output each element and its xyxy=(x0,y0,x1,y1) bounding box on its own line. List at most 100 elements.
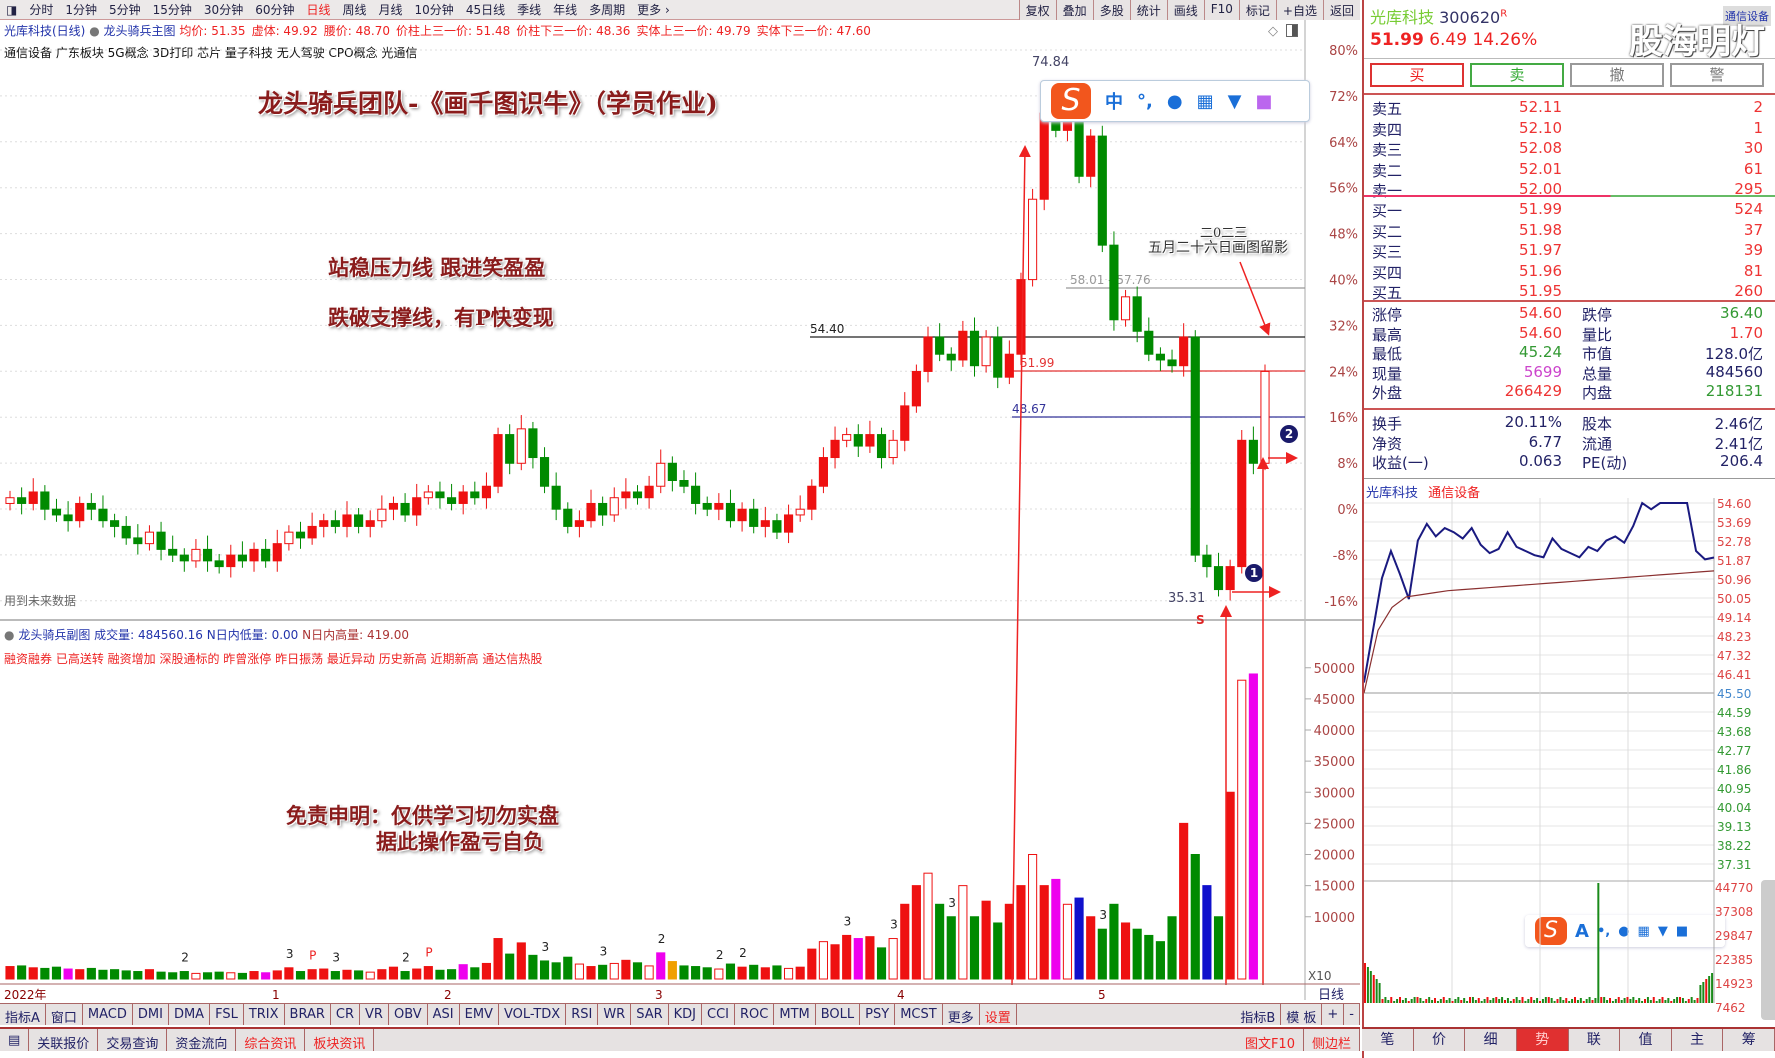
indicator-tab[interactable]: VOL-TDX xyxy=(499,1004,567,1025)
indicator-tab[interactable]: FSL xyxy=(210,1004,244,1025)
bottom-right-button[interactable]: 侧边栏 xyxy=(1304,1029,1360,1052)
indicator-tab[interactable]: RSI xyxy=(566,1004,599,1025)
tool-button-4[interactable]: 画线 xyxy=(1166,0,1204,20)
volume-bar[interactable] xyxy=(830,944,840,980)
volume-bar[interactable] xyxy=(40,967,50,980)
intraday-chart[interactable]: 54.60 53.69 52.78 51.87 50.96 50.05 49.14 48.23… xyxy=(1364,498,1775,1026)
candle[interactable] xyxy=(842,427,852,448)
volume-bar[interactable] xyxy=(656,952,666,980)
volume-bar[interactable] xyxy=(1144,934,1154,980)
candle[interactable] xyxy=(737,502,747,532)
candle[interactable] xyxy=(749,498,759,534)
volume-bar[interactable] xyxy=(1225,791,1235,980)
volume-bar[interactable] xyxy=(1120,922,1131,980)
candle[interactable] xyxy=(63,501,73,532)
volume-bar[interactable] xyxy=(1051,878,1061,980)
intraday-tab[interactable]: 价 xyxy=(1414,1029,1466,1051)
side-scrollbar[interactable] xyxy=(1761,880,1775,1020)
volume-bar[interactable] xyxy=(261,972,271,980)
volume-bar[interactable] xyxy=(900,903,910,980)
candle[interactable] xyxy=(400,493,410,522)
candle[interactable] xyxy=(795,495,805,522)
volume-bar[interactable] xyxy=(923,872,933,980)
volume-bar[interactable] xyxy=(98,969,108,980)
intraday-tab[interactable]: 细 xyxy=(1465,1029,1517,1051)
bottom-tab[interactable]: 交易查询 xyxy=(98,1029,168,1052)
candle[interactable] xyxy=(121,516,131,545)
volume-bar[interactable] xyxy=(1167,916,1177,980)
candle[interactable] xyxy=(911,364,921,413)
volume-bar[interactable] xyxy=(191,972,201,980)
candle[interactable] xyxy=(365,510,375,538)
indicator-control[interactable]: - xyxy=(1344,1004,1360,1025)
chinese-mode-icon[interactable]: 中 xyxy=(1105,92,1123,113)
candle[interactable] xyxy=(470,481,480,505)
volume-bar[interactable] xyxy=(644,965,654,980)
candle[interactable] xyxy=(725,489,736,528)
indicator-control[interactable]: 模 板 xyxy=(1281,1004,1323,1026)
volume-bar[interactable] xyxy=(447,969,457,980)
candle[interactable] xyxy=(1016,272,1026,366)
volume-bar[interactable] xyxy=(110,969,120,980)
volume-bar[interactable] xyxy=(179,971,189,980)
keyboard-icon[interactable]: ▦ xyxy=(1196,90,1214,112)
volume-bar[interactable] xyxy=(249,971,259,980)
volume-bar[interactable] xyxy=(1248,673,1258,980)
volume-bar[interactable] xyxy=(493,938,503,980)
candle[interactable] xyxy=(528,421,538,469)
volume-bar[interactable] xyxy=(1190,854,1200,980)
volume-bar[interactable] xyxy=(17,965,27,980)
candle[interactable] xyxy=(691,472,701,515)
candle[interactable] xyxy=(632,485,643,505)
candle[interactable] xyxy=(1132,286,1142,343)
formula-name[interactable]: 龙头骑兵主图 xyxy=(103,24,176,38)
ime-toolbar-small[interactable]: S A •, ● ▦ ▼ ■ xyxy=(1525,915,1725,947)
volume-bar[interactable] xyxy=(1074,897,1084,980)
volume-bar[interactable] xyxy=(423,966,433,980)
volume-bar[interactable] xyxy=(702,967,712,980)
sub-formula-name[interactable]: 龙头骑兵副图 xyxy=(18,628,91,642)
candle[interactable] xyxy=(865,420,875,453)
candle[interactable] xyxy=(1144,317,1154,362)
volume-bar[interactable] xyxy=(551,962,561,980)
indicator-tab[interactable]: SAR xyxy=(631,1004,669,1025)
volume-bar[interactable] xyxy=(1086,916,1096,980)
volume-bar[interactable] xyxy=(598,964,608,980)
candle[interactable] xyxy=(202,535,213,572)
volume-bar[interactable] xyxy=(377,969,387,980)
volume-bar[interactable] xyxy=(505,953,515,980)
volume-bar[interactable] xyxy=(725,963,736,980)
volume-bar[interactable] xyxy=(481,962,492,980)
indicator-tab[interactable]: PSY xyxy=(860,1004,896,1025)
volume-bar[interactable] xyxy=(214,971,224,980)
candle[interactable] xyxy=(28,478,38,511)
candle[interactable] xyxy=(702,496,712,517)
volume-bar[interactable] xyxy=(144,969,155,980)
candle[interactable] xyxy=(330,510,340,534)
keyboard-icon[interactable]: ▦ xyxy=(1637,923,1650,939)
period-tab-2[interactable]: 5分钟 xyxy=(109,3,141,17)
volume-bar[interactable] xyxy=(5,966,15,980)
candle[interactable] xyxy=(110,513,120,538)
candle[interactable] xyxy=(539,447,550,494)
indicator-tab[interactable]: DMI xyxy=(133,1004,169,1025)
candle[interactable] xyxy=(226,544,236,578)
intraday-tab[interactable]: 值 xyxy=(1620,1029,1672,1051)
indicator-tab[interactable]: 指标A xyxy=(0,1004,46,1026)
indicator-tab[interactable]: ROC xyxy=(735,1004,775,1025)
volume-bar[interactable] xyxy=(272,970,282,980)
tool-button-7[interactable]: +自选 xyxy=(1275,0,1323,20)
volume-bar[interactable] xyxy=(400,971,410,980)
candle[interactable] xyxy=(412,483,422,526)
volume-bar[interactable] xyxy=(563,956,573,980)
settings-dot-icon[interactable]: ● xyxy=(4,628,15,642)
volume-bar[interactable] xyxy=(1039,885,1049,980)
tool-button-3[interactable]: 统计 xyxy=(1129,0,1167,20)
candle[interactable] xyxy=(261,539,271,568)
volume-bar[interactable] xyxy=(993,922,1003,980)
panel-toggle-icon[interactable] xyxy=(1286,24,1298,37)
volume-bar[interactable] xyxy=(388,966,399,980)
candle[interactable] xyxy=(818,447,828,494)
volume-bar[interactable] xyxy=(1179,822,1189,980)
candle[interactable] xyxy=(191,539,201,568)
